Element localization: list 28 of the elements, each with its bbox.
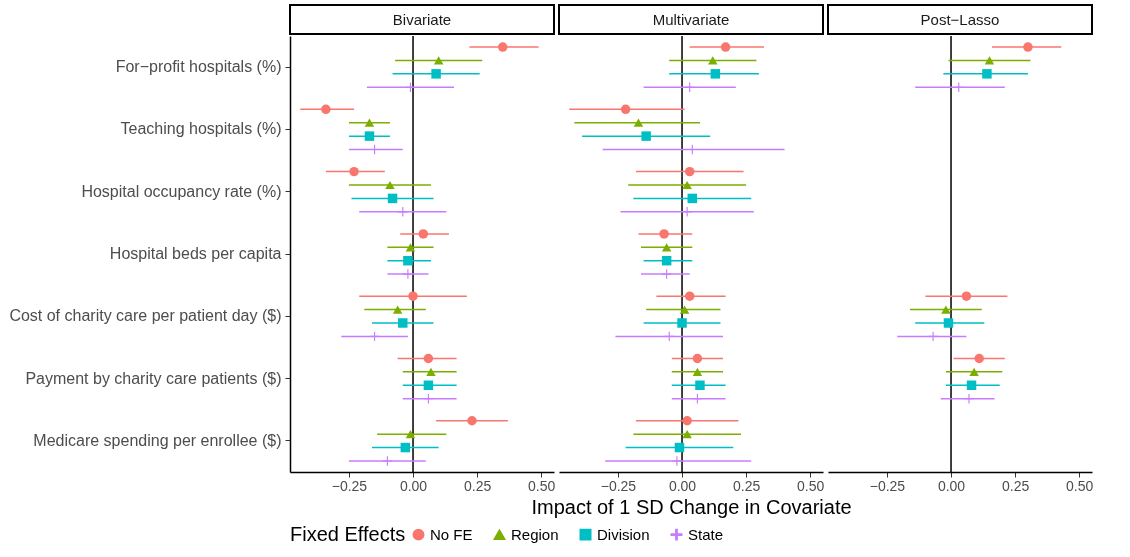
legend-label: Division	[597, 525, 650, 543]
x-tick-label: 0.25	[463, 477, 492, 494]
x-tick-label: 0.50	[797, 477, 825, 494]
chart-title: Bivariate	[392, 11, 452, 28]
x-axis-title: Impact of 1 SD Change in Covariate	[531, 495, 852, 518]
x-tick-label: 0.25	[732, 477, 761, 494]
legend-label: Region	[511, 525, 559, 543]
x-tick-label: −0.25	[600, 477, 637, 494]
y-tick-label: Hospital beds per capita	[109, 245, 282, 262]
y-tick-label: Hospital occupancy rate (%)	[81, 182, 282, 200]
x-tick-label: −0.25	[869, 477, 906, 494]
chart-title: Post−Lasso	[920, 11, 1000, 28]
x-tick-label: 0.25	[1001, 477, 1030, 494]
x-tick-label: 0.00	[668, 477, 697, 494]
legend-label: No FE	[430, 525, 473, 543]
y-tick-label: For−profit hospitals (%)	[115, 58, 282, 76]
legend-title: Fixed Effects	[290, 523, 406, 545]
x-tick-label: 0.00	[399, 477, 428, 494]
x-tick-label: 0.00	[937, 477, 966, 494]
x-tick-label: −0.25	[331, 477, 368, 494]
x-tick-label: 0.50	[528, 477, 556, 494]
y-tick-label: Payment by charity care patients ($)	[25, 369, 282, 387]
x-tick-label: 0.50	[1066, 477, 1094, 494]
legend-label: State	[688, 525, 724, 543]
y-tick-label: Medicare spending per enrollee ($)	[33, 431, 282, 449]
chart-title: Multivariate	[652, 11, 730, 28]
y-tick-label: Cost of charity care per patient day ($)	[9, 307, 282, 325]
y-tick-label: Teaching hospitals (%)	[120, 120, 282, 138]
